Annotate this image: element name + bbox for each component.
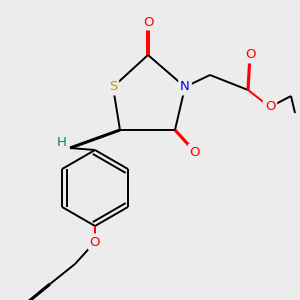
Text: O: O: [245, 49, 255, 62]
Text: S: S: [109, 80, 117, 94]
Text: O: O: [90, 236, 100, 248]
Text: H: H: [57, 136, 67, 149]
Text: O: O: [190, 146, 200, 158]
Text: O: O: [143, 16, 153, 28]
Text: O: O: [265, 100, 275, 113]
Text: N: N: [180, 80, 190, 94]
